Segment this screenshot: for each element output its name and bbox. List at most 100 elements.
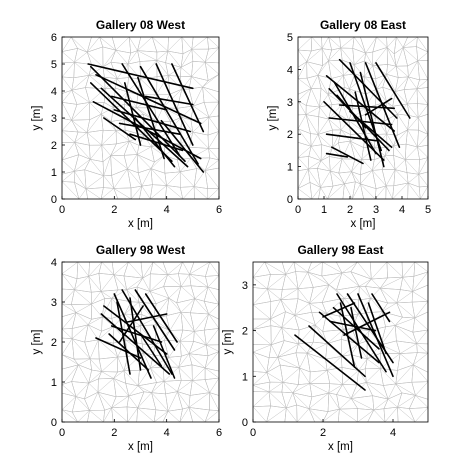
mesh-background (253, 262, 428, 422)
fracture-segment (325, 75, 396, 132)
fracture-segment (357, 293, 394, 378)
fracture-segment (116, 301, 131, 375)
chart-panel-2: 0 1 2 3 4 5 0 1 2 3 4 5 Gallery 08 East x [m] y [m] (267, 18, 431, 230)
y-tick-label: 3 (242, 280, 248, 292)
y-tick-label: 6 (51, 32, 57, 44)
fracture-segment (95, 337, 142, 359)
x-tick-label: 0 (250, 427, 256, 439)
y-tick-label: 0 (51, 417, 57, 429)
y-tick-label: 0 (51, 194, 57, 206)
y-tick-label: 3 (51, 297, 57, 309)
y-tick-label: 4 (51, 86, 57, 98)
fracture-segment (139, 333, 163, 367)
chart-panel-4: 0 2 4 0 1 2 3 Gallery 98 East x [m] y [m] (222, 243, 429, 453)
fracture-segment (350, 306, 363, 359)
fracture-series (87, 63, 205, 173)
fracture-segment (171, 63, 205, 133)
fracture-segment (333, 81, 377, 155)
y-tick-label: 3 (51, 113, 57, 125)
fracture-segment (87, 63, 194, 90)
y-tick-label: 1 (51, 167, 57, 179)
fracture-segment (336, 94, 367, 129)
y-tick-label: 2 (287, 129, 293, 141)
mesh-background (298, 37, 428, 199)
x-tick-label: 2 (320, 427, 326, 439)
fracture-segment (124, 82, 142, 146)
fracture-segment (367, 302, 387, 355)
fracture-segment (322, 302, 356, 318)
fracture-segment (110, 95, 168, 111)
mesh-background (62, 262, 219, 422)
axes-box (252, 261, 429, 423)
fracture-segment (134, 117, 176, 168)
x-tick-label: 4 (399, 204, 405, 216)
fracture-segment (329, 320, 377, 332)
fracture-segment (113, 293, 152, 379)
x-tick-label: 0 (59, 427, 65, 439)
fracture-segment (134, 289, 176, 351)
fracture-segment (103, 117, 137, 141)
chart-title: Gallery 08 West (96, 18, 185, 32)
chart-title: Gallery 08 East (320, 18, 406, 32)
x-tick-label: 6 (216, 427, 222, 439)
y-tick-label: 4 (287, 64, 293, 76)
fracture-series (323, 58, 411, 168)
y-tick-label: 0 (242, 417, 248, 429)
fracture-segment (160, 119, 205, 173)
y-axis-label: y [m] (222, 330, 234, 355)
x-tick-label: 0 (295, 204, 301, 216)
y-axis-label: y [m] (31, 330, 43, 355)
fracture-segment (364, 97, 393, 116)
chart-panel-3: 0 2 4 6 0 1 2 3 4 Gallery 98 West x [m] y [m] (31, 243, 222, 453)
y-tick-label: 1 (51, 377, 57, 389)
x-tick-label: 2 (347, 204, 353, 216)
x-tick-label: 1 (321, 204, 327, 216)
fracture-segment (308, 325, 366, 378)
x-tick-label: 5 (425, 204, 431, 216)
y-tick-label: 3 (287, 97, 293, 109)
chart-title: Gallery 98 East (297, 243, 383, 257)
fracture-segment (152, 325, 176, 379)
y-tick-label: 2 (242, 326, 248, 338)
fracture-series (95, 289, 178, 379)
fracture-segment (155, 63, 194, 146)
fracture-segment (371, 293, 391, 323)
y-tick-label: 2 (51, 140, 57, 152)
fracture-segment (325, 152, 349, 158)
fracture-segment (139, 65, 199, 165)
x-tick-label: 3 (373, 204, 379, 216)
x-axis-label: x [m] (351, 218, 376, 230)
fracture-segment (359, 71, 385, 168)
x-tick-label: 2 (111, 427, 117, 439)
fracture-segment (375, 62, 411, 119)
x-tick-label: 0 (59, 204, 65, 216)
fracture-segment (144, 95, 194, 106)
fracture-segment (95, 74, 202, 125)
chart-panel-1: 0 2 4 6 0 1 2 3 4 5 6 Gallery 08 West x [m] y [m] (31, 18, 222, 230)
x-tick-label: 4 (164, 204, 170, 216)
fracture-segment (129, 297, 142, 371)
y-tick-label: 4 (51, 257, 57, 269)
y-tick-label: 2 (51, 337, 57, 349)
fracture-segment (92, 101, 202, 160)
fracture-segment (110, 325, 163, 343)
x-tick-label: 6 (216, 204, 222, 216)
y-tick-label: 5 (287, 32, 293, 44)
axes-box (297, 36, 429, 200)
fracture-segment (339, 302, 356, 368)
x-axis-label: x [m] (328, 441, 353, 453)
fracture-segment (118, 305, 144, 343)
x-axis-label: x [m] (128, 218, 153, 230)
fracture-segment (349, 110, 393, 148)
y-axis-label: y [m] (267, 106, 279, 131)
fracture-segment (137, 76, 165, 160)
fracture-segment (121, 63, 181, 157)
fracture-segment (90, 65, 186, 162)
fracture-segment (325, 133, 377, 142)
fracture-segment (330, 146, 364, 165)
fracture-segment (144, 293, 178, 343)
fracture-segment (118, 122, 181, 135)
y-axis-label: y [m] (31, 106, 43, 131)
fracture-segment (108, 333, 150, 371)
